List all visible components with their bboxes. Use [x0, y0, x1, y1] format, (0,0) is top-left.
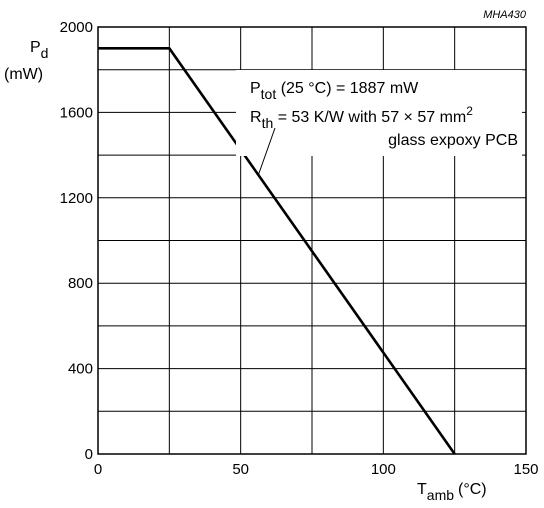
y-tick-label: 1600 [60, 104, 93, 121]
x-tick-label: 150 [513, 461, 538, 478]
y-tick-label: 1200 [60, 190, 93, 207]
x-tick-label: 50 [232, 461, 249, 478]
y-tick-label: 0 [85, 446, 93, 463]
y-axis-label: Pd [30, 39, 48, 61]
y-axis-symbol: P [30, 39, 41, 56]
x-axis-symbol: T [417, 481, 427, 498]
derating-curve [98, 47, 456, 455]
x-tick-label: 0 [94, 461, 102, 478]
x-axis-label: Tamb (°C) [417, 481, 487, 503]
series-layer [98, 47, 456, 455]
y-tick-label: 800 [68, 275, 93, 292]
plot-frame [97, 26, 527, 455]
x-tick-label: 100 [371, 461, 396, 478]
annotation-line-3: glass expoxy PCB [388, 132, 518, 149]
y-tick-label: 2000 [60, 19, 93, 36]
annotation: Ptot (25 °C) = 1887 mW Rth = 53 K/W with… [236, 70, 522, 177]
figure-code: MHA430 [483, 9, 527, 21]
x-axis-unit: (°C) [458, 481, 487, 498]
annotation-background [236, 70, 522, 156]
annotation-line-1: Ptot (25 °C) = 1887 mW [250, 80, 419, 102]
tick-labels: 0 400 800 1200 1600 2000 0 50 100 150 [60, 19, 539, 478]
y-axis-subscript: d [41, 45, 49, 61]
y-axis-unit: (mW) [4, 66, 43, 83]
annotation-line-2: Rth = 53 K/W with 57 × 57 mm2 [250, 104, 473, 131]
x-axis-subscript: amb [427, 487, 454, 503]
annotation-leader-line [257, 127, 276, 177]
y-tick-label: 400 [68, 361, 93, 378]
